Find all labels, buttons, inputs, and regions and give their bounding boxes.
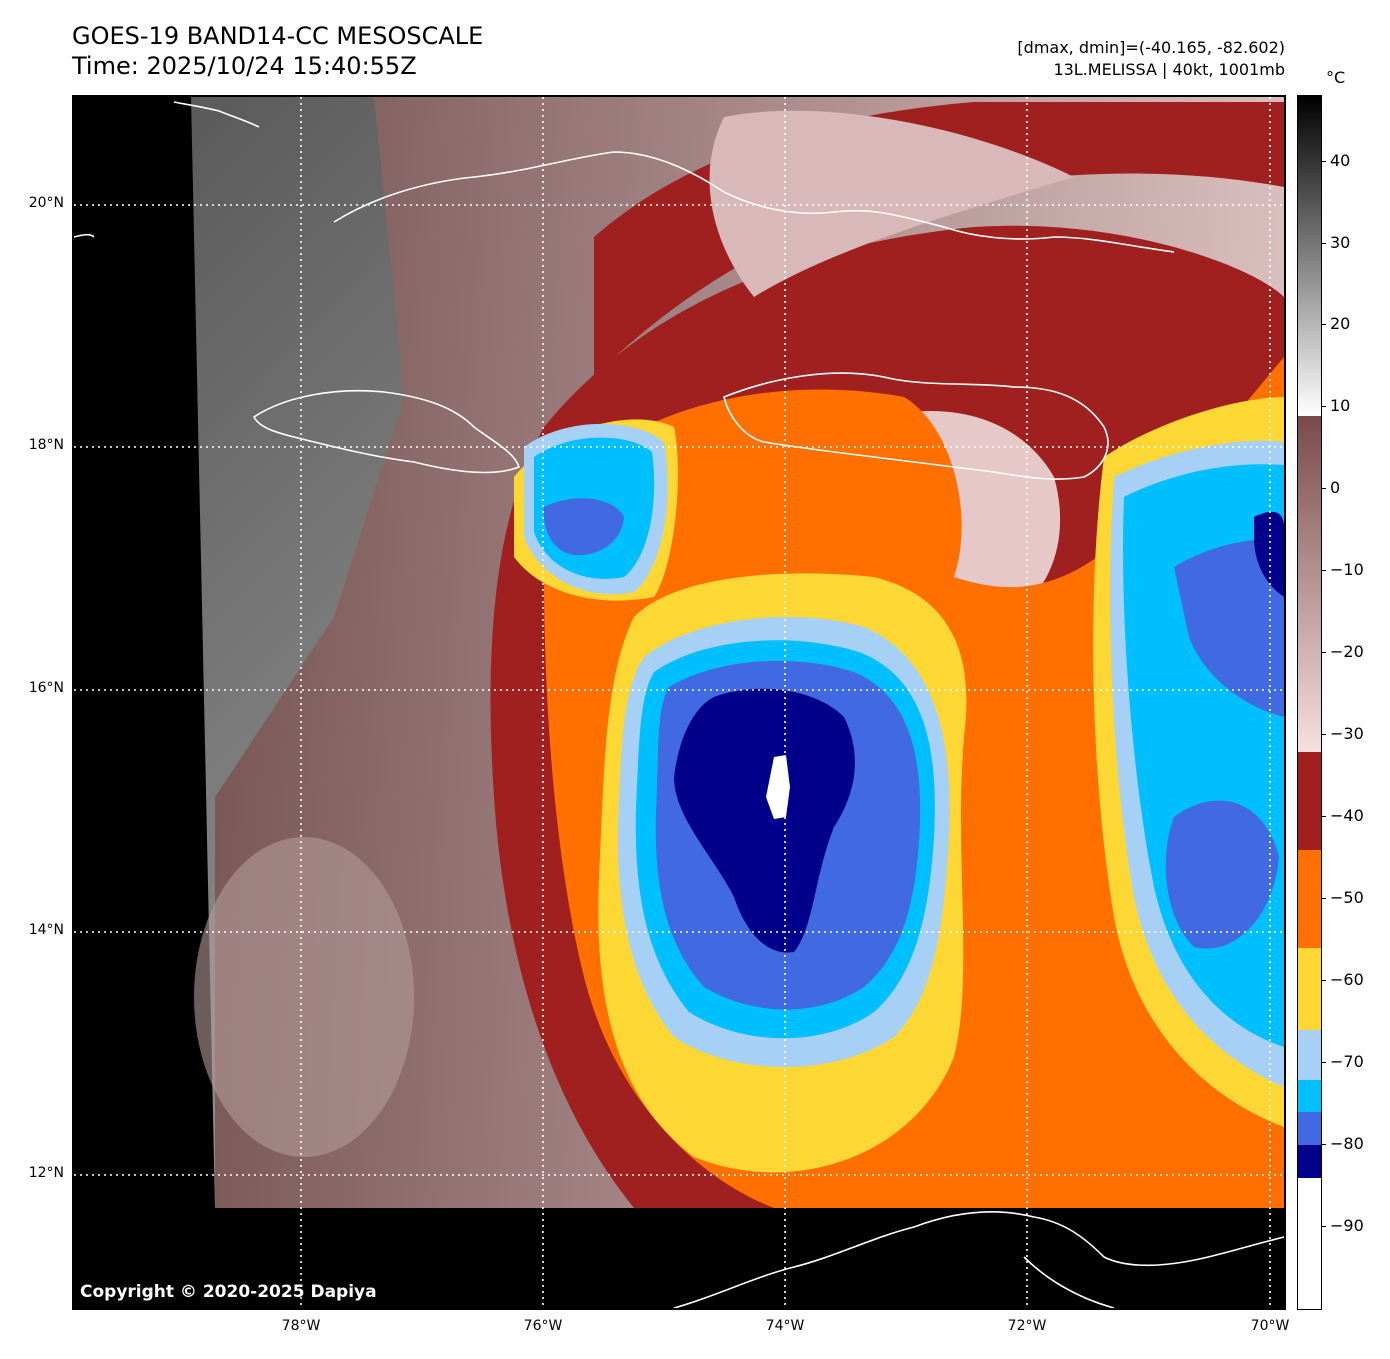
colorbar-unit: °C (1326, 68, 1346, 87)
colorbar-tick-label: 0 (1330, 478, 1341, 498)
colorbar-tick-label: −90 (1330, 1216, 1364, 1236)
colorbar-tickmark (1321, 160, 1326, 162)
colorbar-band-5 (1298, 948, 1321, 1031)
colorbar-tick-label: −70 (1330, 1052, 1364, 1072)
colorbar-tick-label: 40 (1330, 150, 1351, 170)
colorbar-tickmark (1321, 406, 1326, 408)
colorbar-tickmark (1321, 1062, 1326, 1064)
storm-info-text: 13L.MELISSA | 40kt, 1001mb (1053, 60, 1285, 79)
colorbar-tick-label: 20 (1330, 314, 1351, 334)
colorbar-tickmark (1321, 898, 1326, 900)
colorbar-band-1 (1298, 1145, 1321, 1178)
colorbar-tickmark (1321, 816, 1326, 818)
graticule (74, 97, 1284, 1308)
colorbar-band-3 (1298, 1079, 1321, 1113)
colorbar-tickmark (1321, 980, 1326, 982)
colorbar (1297, 95, 1322, 1310)
lat-label-12n: 12°N (28, 1165, 64, 1181)
colorbar-tickmark (1321, 324, 1326, 326)
colorbar-tick-label: −80 (1330, 1134, 1364, 1154)
coastlines (74, 101, 1284, 1308)
colorbar-band-2 (1298, 1112, 1321, 1146)
colorbar-tickmark (1321, 488, 1326, 490)
lon-label-72w: 72°W (1007, 1318, 1047, 1334)
colorbar-tickmark (1321, 734, 1326, 736)
colorbar-tick-label: −40 (1330, 806, 1364, 826)
map-title: GOES-19 BAND14-CC MESOSCALE (72, 22, 484, 50)
lon-label-74w: 74°W (765, 1318, 805, 1334)
colorbar-tickmark (1321, 1226, 1326, 1228)
colorbar-gradient-0 (1298, 415, 1321, 752)
satellite-map[interactable]: Copyright © 2020-2025 Dapiya (72, 95, 1286, 1310)
colorbar-band-4 (1298, 1030, 1321, 1080)
colorbar-band-0 (1298, 1177, 1321, 1309)
lon-label-78w: 78°W (281, 1318, 321, 1334)
lon-label-70w: 70°W (1250, 1318, 1290, 1334)
colorbar-tick-label: −30 (1330, 724, 1364, 744)
lat-label-14n: 14°N (28, 922, 64, 938)
lat-label-16n: 16°N (28, 680, 64, 696)
colorbar-tick-label: 10 (1330, 396, 1351, 416)
satellite-image (74, 97, 1284, 1308)
colorbar-tick-label: −10 (1330, 560, 1364, 580)
lat-label-18n: 18°N (28, 437, 64, 453)
colorbar-band-7 (1298, 751, 1321, 851)
lat-label-20n: 20°N (28, 195, 64, 211)
colorbar-tickmark (1321, 1144, 1326, 1146)
copyright-text: Copyright © 2020-2025 Dapiya (80, 1282, 377, 1302)
colorbar-tickmark (1321, 652, 1326, 654)
colorbar-tick-label: −50 (1330, 888, 1364, 908)
colorbar-tick-label: −20 (1330, 642, 1364, 662)
lon-label-76w: 76°W (523, 1318, 563, 1334)
colorbar-gradient-1 (1298, 96, 1321, 416)
colorbar-tickmark (1321, 242, 1326, 244)
map-time: Time: 2025/10/24 15:40:55Z (72, 52, 417, 80)
colorbar-tick-label: 30 (1330, 232, 1351, 252)
colorbar-tickmark (1321, 570, 1326, 572)
colorbar-band-6 (1298, 850, 1321, 949)
colorbar-tick-label: −60 (1330, 970, 1364, 990)
temp-range-text: [dmax, dmin]=(-40.165, -82.602) (1017, 38, 1285, 57)
